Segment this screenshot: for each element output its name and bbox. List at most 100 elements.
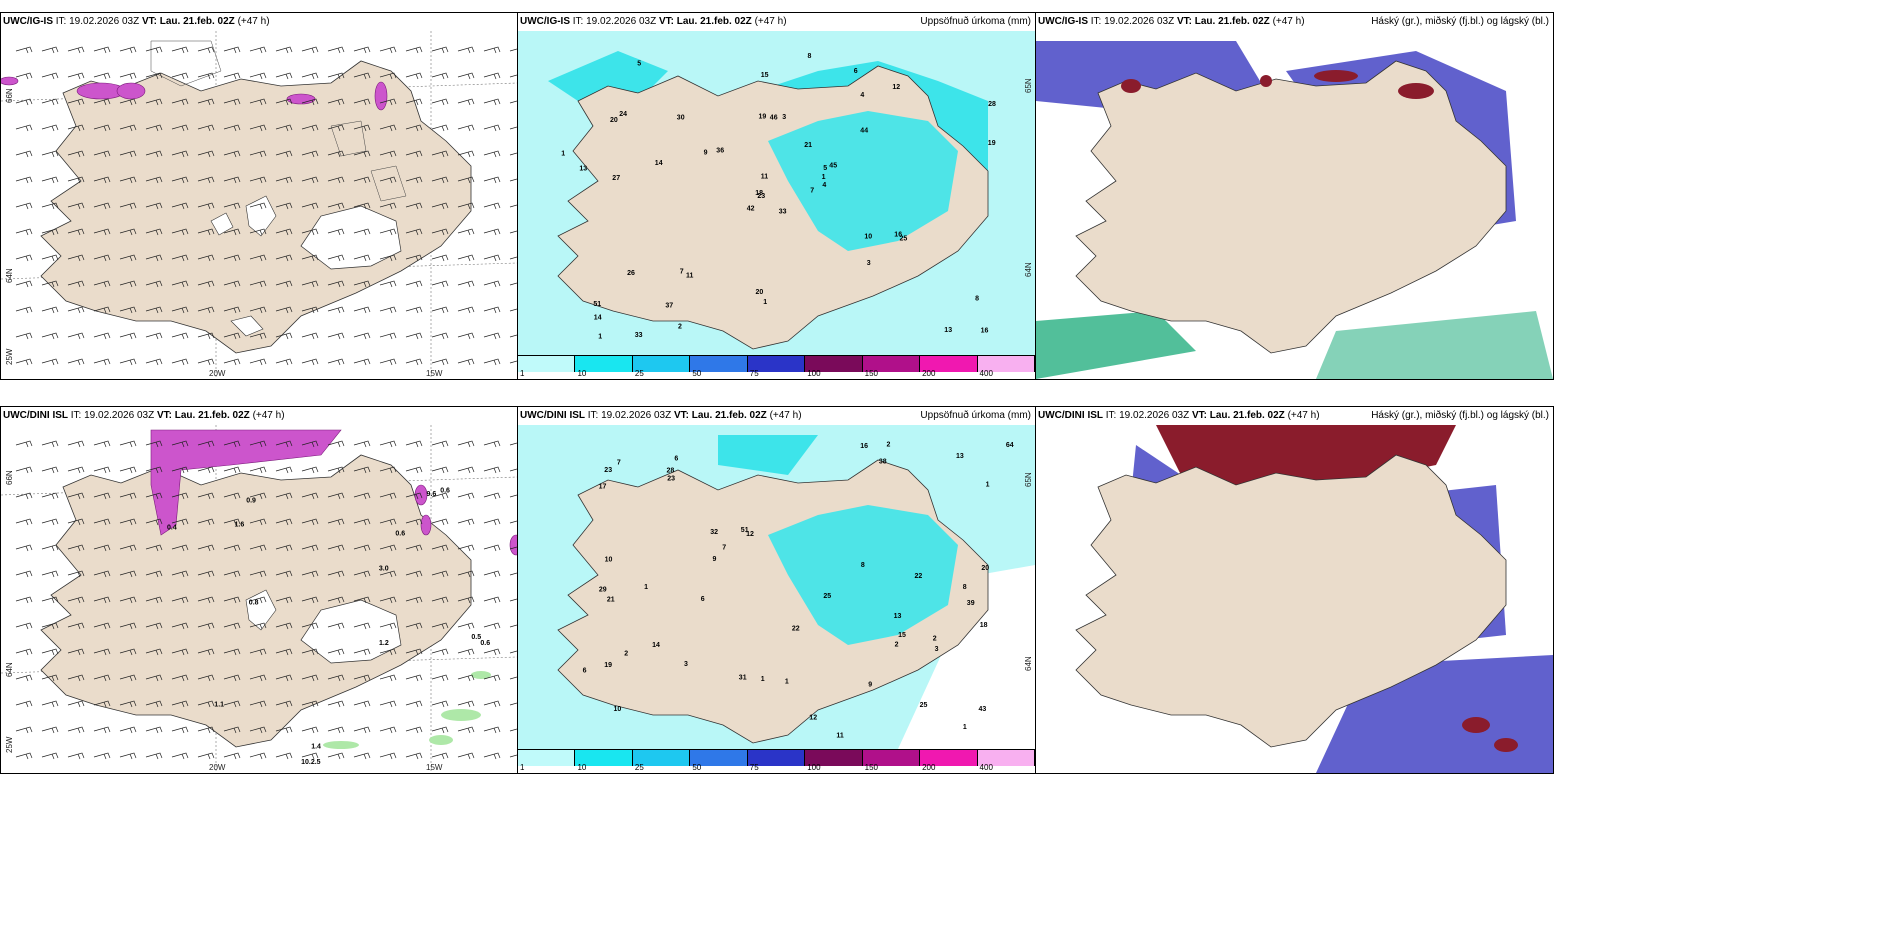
colorbar-segment <box>862 356 921 372</box>
colorbar-segment <box>632 356 691 372</box>
wind-barb <box>483 518 501 526</box>
wind-barb <box>197 332 215 340</box>
wind-barb <box>93 570 111 578</box>
wind-barb <box>67 622 85 630</box>
wind-barb <box>353 440 371 448</box>
wind-barb <box>145 570 163 578</box>
wind-barb <box>67 358 85 366</box>
wind-barb <box>483 176 501 184</box>
wind-barb <box>249 674 267 682</box>
value-label: 24 <box>619 111 627 118</box>
wind-barb <box>301 726 319 734</box>
wind-barb <box>327 674 345 682</box>
wind-barb <box>353 124 371 132</box>
wind-barb <box>145 306 163 314</box>
map-iceland-clouds <box>1036 425 1553 773</box>
value-label: 13 <box>956 453 964 460</box>
wind-barb <box>249 280 267 288</box>
glacier-hofsjokull <box>210 212 234 236</box>
colorbar-segment <box>862 750 921 766</box>
wind-barb <box>457 492 475 500</box>
wind-barb <box>67 228 85 236</box>
wind-barb <box>119 726 137 734</box>
wind-barb <box>119 202 137 210</box>
wind-barb <box>41 726 59 734</box>
wind-barb <box>483 466 501 474</box>
wind-barb <box>67 752 85 760</box>
wind-barb <box>223 674 241 682</box>
wind-barb <box>41 228 59 236</box>
wind-barb <box>249 254 267 262</box>
wind-barb <box>353 72 371 80</box>
wind-barb <box>405 570 423 578</box>
value-label: 2 <box>678 323 682 330</box>
wind-barb <box>509 308 517 312</box>
wind-barb <box>275 254 293 262</box>
wind-barb <box>509 442 517 446</box>
wind-barb <box>93 332 111 340</box>
value-label: 9 <box>704 150 708 157</box>
low-icing-area <box>323 671 491 749</box>
wind-barb <box>15 726 33 734</box>
wind-barb <box>483 150 501 158</box>
wind-barb <box>197 228 215 236</box>
value-label: 16 <box>860 443 868 450</box>
value-label: 37 <box>665 302 673 309</box>
wind-barb <box>301 46 319 54</box>
panel-header: UWC/IG-IS IT: 19.02.2026 03Z VT: Lau. 21… <box>1038 16 1305 27</box>
lat-label-66n: 66N <box>5 470 14 485</box>
wind-barb <box>483 202 501 210</box>
value-label: 1 <box>761 676 765 683</box>
lat-label-64n: 64N <box>5 662 14 677</box>
colorbar-tick-label: 10 <box>577 369 587 378</box>
wind-barb <box>119 648 137 656</box>
wind-barb <box>93 466 111 474</box>
wind-barb <box>93 358 111 366</box>
value-label: 20 <box>756 289 764 296</box>
wind-barb <box>93 72 111 80</box>
wind-barb <box>509 572 517 576</box>
wind-barb <box>15 332 33 340</box>
value-label: 64 <box>1006 442 1014 449</box>
wind-barb <box>249 752 267 760</box>
wind-barb <box>171 596 189 604</box>
wind-barb <box>457 228 475 236</box>
wind-barb <box>145 726 163 734</box>
value-label: 23 <box>604 467 612 474</box>
wind-barb <box>249 518 267 526</box>
wind-barb <box>249 648 267 656</box>
wind-barb <box>93 176 111 184</box>
wind-barb <box>379 280 397 288</box>
colorbar-segment <box>690 356 748 372</box>
wind-barb <box>457 280 475 288</box>
wind-barb <box>249 306 267 314</box>
wind-barb <box>249 124 267 132</box>
wind-barb <box>171 332 189 340</box>
wind-barb <box>93 622 111 630</box>
wind-barb <box>353 596 371 604</box>
value-label: 38 <box>879 459 887 466</box>
wind-barb <box>353 202 371 210</box>
wind-barb <box>483 440 501 448</box>
wind-barb <box>275 72 293 80</box>
wind-barb <box>41 358 59 366</box>
value-label: 1 <box>785 679 789 686</box>
wind-barb <box>431 544 449 552</box>
wind-barb <box>301 254 319 262</box>
wind-barb <box>301 596 319 604</box>
colorbar-tick-label: 400 <box>979 369 993 378</box>
wind-barb <box>119 752 137 760</box>
wind-barb <box>197 72 215 80</box>
precip-values: 1339106122519383211172923433120222551146… <box>583 442 1014 740</box>
wind-barb <box>41 596 59 604</box>
wind-barb <box>483 228 501 236</box>
wind-barb <box>457 466 475 474</box>
value-label: 11 <box>686 273 694 280</box>
wind-barb <box>431 98 449 106</box>
wind-barb <box>41 150 59 158</box>
wind-barb <box>379 124 397 132</box>
wind-barb <box>119 280 137 288</box>
colorbar-tick-label: 150 <box>864 369 879 378</box>
wind-barb <box>509 546 517 550</box>
wind-barb <box>327 124 345 132</box>
